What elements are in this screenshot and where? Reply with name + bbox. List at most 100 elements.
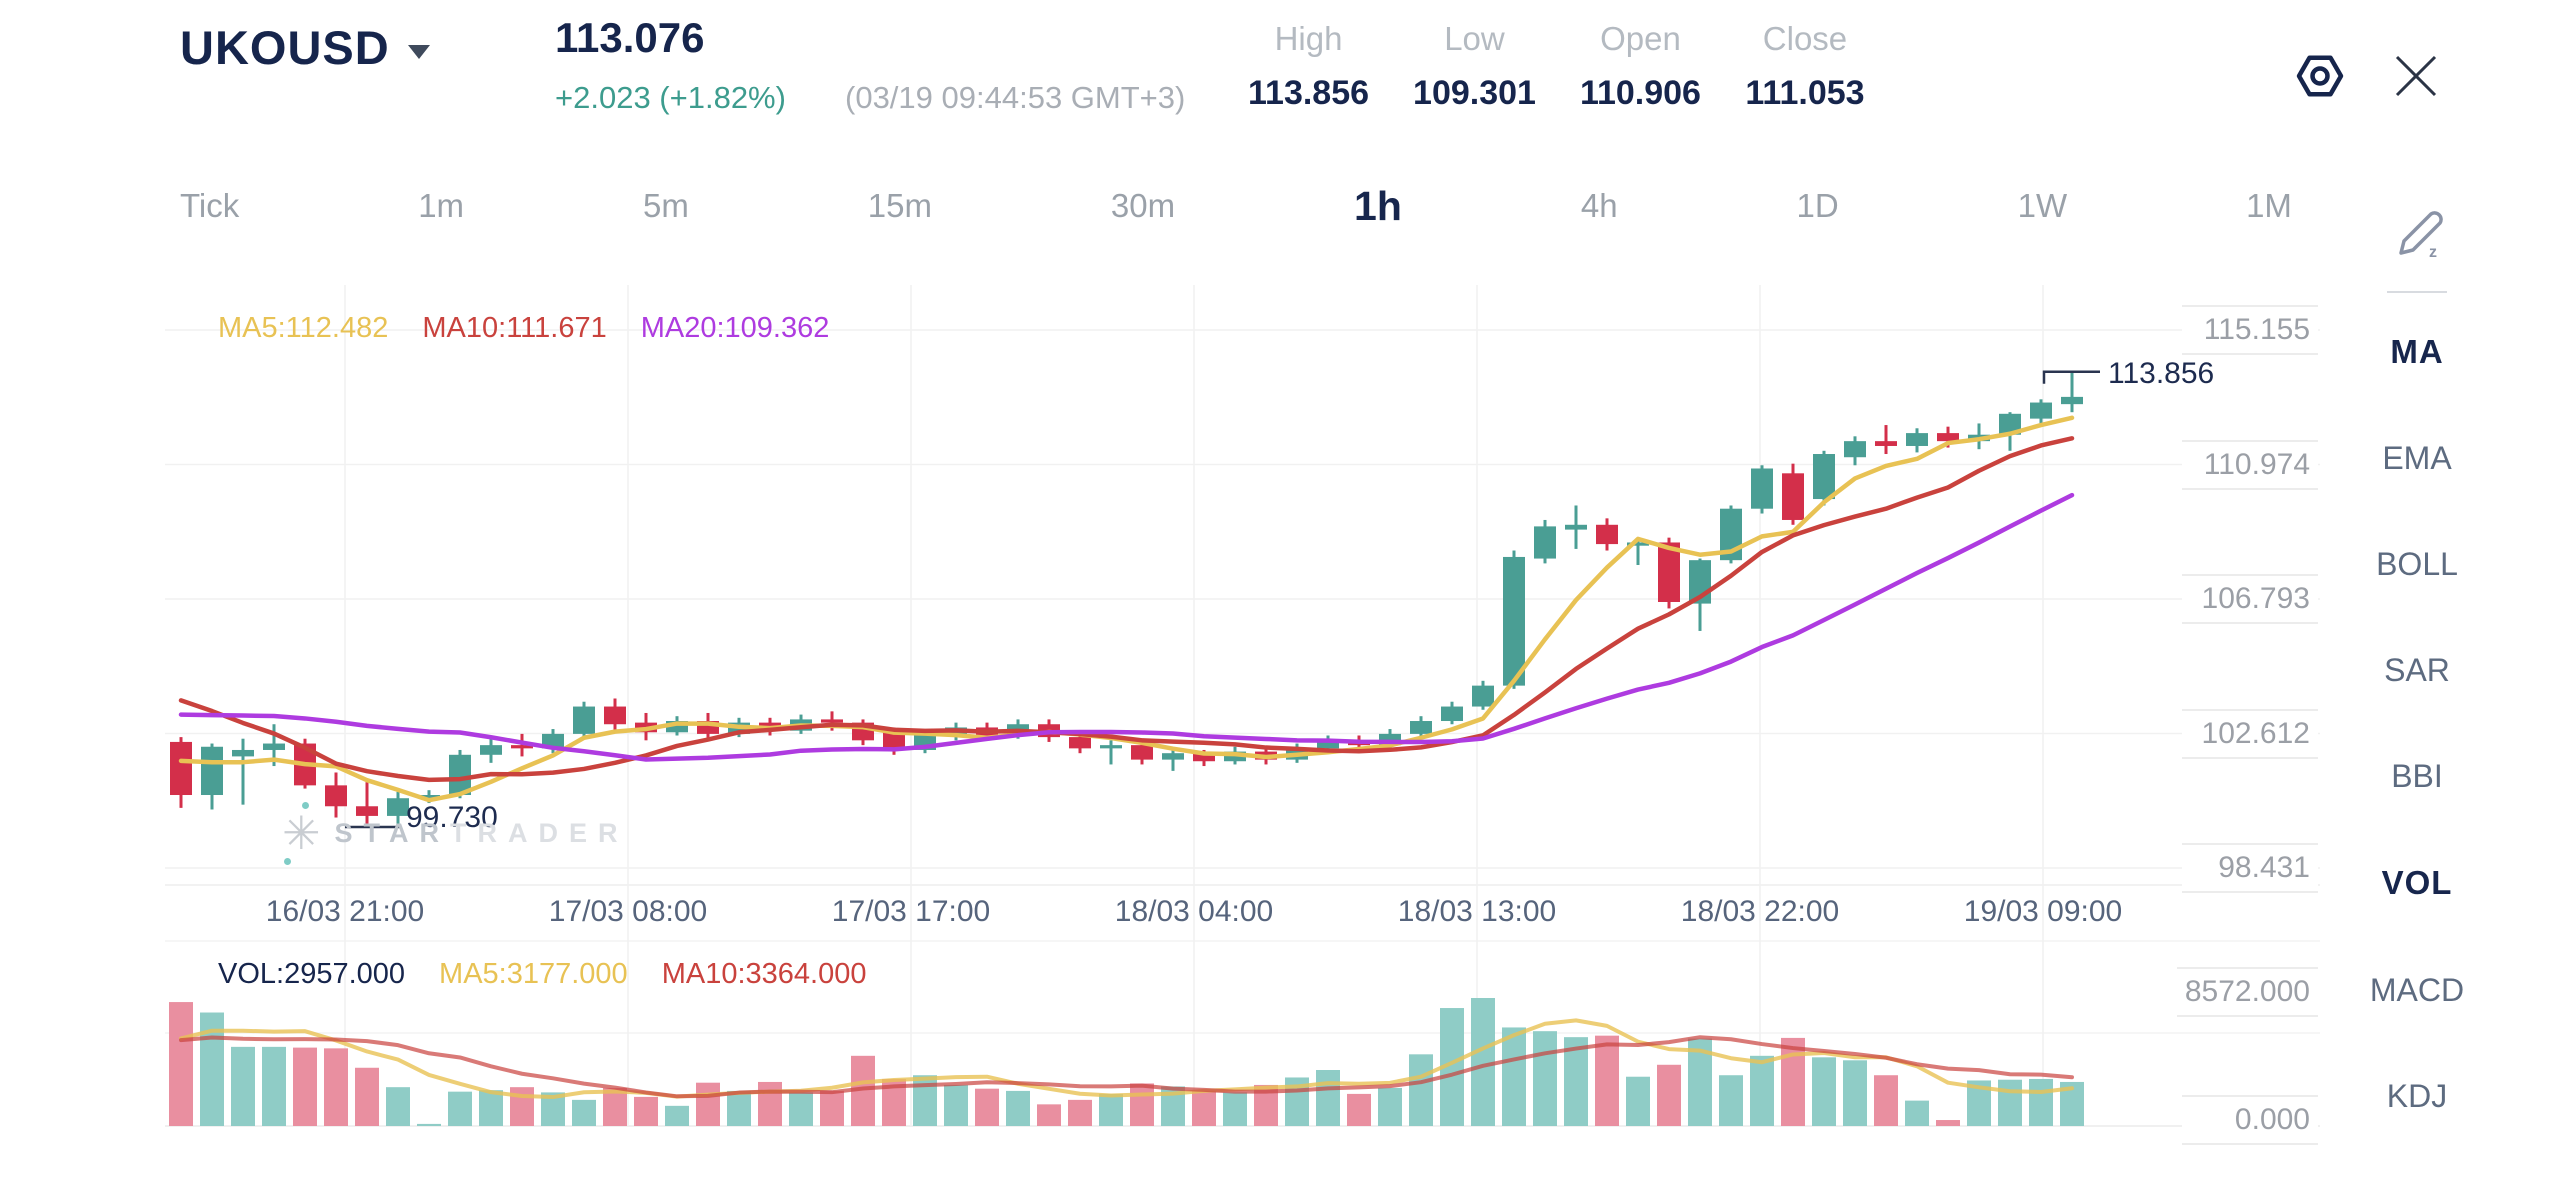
- candle-body: [1937, 433, 1959, 442]
- candle-body: [1193, 753, 1215, 762]
- sidebar-item-macd[interactable]: MACD: [2369, 972, 2465, 1008]
- tab-1d[interactable]: 1D: [1796, 187, 1839, 224]
- candle-body: [1999, 413, 2021, 435]
- candle-body: [1069, 737, 1091, 749]
- candle-body: [170, 741, 192, 796]
- volume-bar: [603, 1087, 627, 1126]
- candle-body: [1875, 441, 1897, 446]
- pencil-draw-icon[interactable]: z: [2393, 206, 2443, 258]
- candle-wick: [2070, 371, 2074, 413]
- sidebar-item-sar[interactable]: SAR: [2384, 652, 2450, 688]
- volume-legend: VOL:2957.000 MA5:3177.000 MA10:3364.000: [218, 958, 866, 991]
- volume-bar: [1626, 1076, 1650, 1126]
- ma-legend-item: MA10:111.671: [422, 312, 607, 344]
- x-axis-label: 17/03 17:00: [831, 895, 991, 928]
- volume-bar: [634, 1096, 658, 1126]
- volume-bar: [1130, 1083, 1154, 1126]
- ma-legend: MA5:112.482 MA10:111.671 MA20:109.362: [218, 312, 829, 345]
- volume-bar: [262, 1046, 286, 1126]
- x-axis-label: 16/03 21:00: [265, 895, 425, 928]
- candle-body: [1100, 745, 1122, 749]
- candle-body: [201, 746, 223, 796]
- volume-bar: [1750, 1055, 1774, 1126]
- y-axis-volume-label: 0.000: [2182, 1095, 2318, 1145]
- candle-body: [1379, 733, 1401, 746]
- watermark-star: STAR: [334, 817, 451, 848]
- volume-bar: [1533, 1031, 1557, 1126]
- candle-body: [387, 798, 409, 816]
- sidebar-item-boll[interactable]: BOLL: [2376, 546, 2458, 582]
- volume-bar: [1006, 1090, 1030, 1126]
- candle-body: [1131, 745, 1153, 760]
- candle-body: [2061, 396, 2083, 405]
- tab-1w[interactable]: 1W: [2017, 187, 2068, 224]
- candle-body: [1162, 753, 1184, 760]
- x-axis-label: 18/03 04:00: [1114, 895, 1274, 928]
- volume-bar: [1998, 1079, 2022, 1126]
- tab-1h[interactable]: 1h: [1354, 182, 1402, 229]
- volume-bar: [1843, 1060, 1867, 1126]
- volume-bar: [448, 1091, 472, 1126]
- volume-bar: [1502, 1027, 1526, 1126]
- ma10-line: [178, 436, 2075, 783]
- tab-30m[interactable]: 30m: [1110, 187, 1176, 224]
- candle-body: [480, 745, 502, 755]
- volume-bar: [1936, 1120, 1960, 1126]
- symbol-name: UKOUSD: [180, 21, 390, 74]
- x-axis-label: 18/03 22:00: [1680, 895, 1840, 928]
- volume-ma5-line: [179, 1018, 2074, 1100]
- stat-value: 111.053: [1745, 74, 1865, 112]
- volume-bar: [417, 1123, 441, 1126]
- candle-body: [1565, 524, 1587, 530]
- sidebar-item-kdj[interactable]: KDJ: [2386, 1078, 2448, 1114]
- volume-bar: [293, 1047, 317, 1126]
- sidebar-divider: [2387, 291, 2447, 293]
- tab-tick[interactable]: Tick: [180, 187, 240, 224]
- sidebar-item-ema[interactable]: EMA: [2382, 440, 2452, 476]
- candle-body: [1627, 542, 1649, 546]
- volume-bar: [727, 1090, 751, 1126]
- tab-1m[interactable]: 1M: [2246, 187, 2292, 224]
- ma-legend-item: MA5:112.482: [218, 312, 389, 344]
- volume-bar: [386, 1087, 410, 1126]
- tab-5m[interactable]: 5m: [642, 187, 689, 224]
- x-axis-label: 17/03 08:00: [548, 895, 708, 928]
- settings-hex-nut-icon[interactable]: [2294, 50, 2346, 102]
- sidebar-item-vol[interactable]: VOL: [2381, 864, 2453, 901]
- volume-bar: [1378, 1087, 1402, 1126]
- candle-body: [1472, 685, 1494, 707]
- volume-bar: [944, 1084, 968, 1126]
- tab-4h[interactable]: 4h: [1580, 187, 1618, 224]
- stat-label: Open: [1600, 20, 1681, 57]
- quote-timestamp: (03/19 09:44:53 GMT+3): [845, 80, 1186, 115]
- stat-label: High: [1274, 20, 1343, 57]
- close-icon[interactable]: [2393, 53, 2439, 99]
- volume-bar: [1068, 1099, 1092, 1126]
- candle-body: [1534, 526, 1556, 559]
- stat-value: 110.906: [1579, 74, 1701, 112]
- y-axis-price-label: 115.155: [2182, 305, 2318, 355]
- high-marker-line: [2042, 370, 2100, 384]
- stat-value: 109.301: [1413, 74, 1536, 112]
- volume-bar: [2029, 1078, 2053, 1126]
- sidebar-item-ma[interactable]: MA: [2390, 333, 2444, 370]
- y-axis-volume-label: 8572.000: [2176, 967, 2318, 1017]
- tab-1m[interactable]: 1m: [418, 187, 465, 224]
- volume-bar: [665, 1105, 689, 1126]
- sidebar-item-bbi[interactable]: BBI: [2391, 758, 2443, 794]
- low-marker-label: 99.730: [406, 801, 498, 834]
- ma-legend-item: MA20:109.362: [640, 312, 830, 344]
- volume-bar: [758, 1081, 782, 1126]
- volume-bar: [324, 1048, 348, 1126]
- candle-body: [1503, 556, 1525, 686]
- symbol-selector[interactable]: UKOUSD: [180, 20, 430, 75]
- candle-body: [1317, 740, 1339, 749]
- tab-15m[interactable]: 15m: [867, 187, 932, 224]
- chevron-down-icon: [407, 44, 430, 59]
- candle-body: [449, 754, 471, 796]
- candle-wick: [365, 782, 369, 827]
- volume-bar: [975, 1088, 999, 1126]
- candle-body: [1782, 473, 1804, 520]
- volume-bar: [1223, 1092, 1247, 1126]
